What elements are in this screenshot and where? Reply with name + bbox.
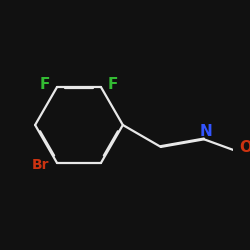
Text: N: N xyxy=(200,124,213,139)
Text: O: O xyxy=(239,140,250,155)
Text: F: F xyxy=(40,77,50,92)
Text: F: F xyxy=(108,77,118,92)
Text: Br: Br xyxy=(32,158,49,172)
